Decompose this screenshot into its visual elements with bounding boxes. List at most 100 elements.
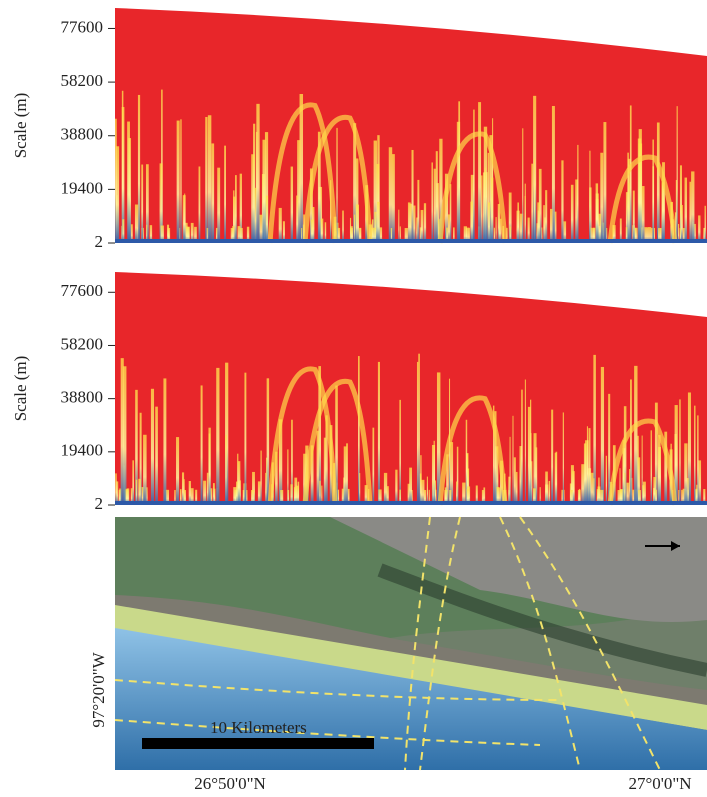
- y-tick-label: 58200: [61, 71, 104, 90]
- ridge: [354, 215, 355, 243]
- ridge: [141, 165, 143, 243]
- ridge: [224, 146, 226, 243]
- ridge: [434, 441, 435, 505]
- ridge: [705, 206, 706, 243]
- ridge: [201, 385, 203, 505]
- y-tick-label: 38800: [61, 125, 104, 144]
- ridge: [630, 379, 632, 505]
- ridge: [372, 428, 374, 505]
- ridge: [679, 399, 680, 505]
- ridge: [448, 214, 450, 243]
- ridge: [481, 175, 482, 243]
- lat-label: 26°50'0"N: [194, 774, 266, 793]
- scalogram-floor: [115, 501, 707, 505]
- ridge: [685, 178, 688, 243]
- ridge: [155, 407, 158, 505]
- y-tick-label: 38800: [61, 388, 104, 407]
- ridge: [399, 400, 401, 505]
- ridge: [418, 354, 420, 505]
- ridge: [555, 453, 557, 505]
- y-tick-label: 2: [95, 232, 104, 251]
- ridge: [115, 473, 117, 505]
- ridge: [545, 190, 547, 243]
- ridge: [238, 461, 241, 505]
- scale-bar-label: 10 Kilometers: [210, 718, 307, 737]
- ridge: [522, 128, 523, 243]
- ridge: [603, 122, 606, 243]
- ridge: [458, 101, 460, 243]
- ridge: [143, 435, 147, 505]
- ridge: [684, 443, 687, 505]
- ridge: [634, 366, 637, 505]
- ridge: [116, 146, 119, 243]
- ridge: [642, 186, 645, 243]
- ridge: [529, 440, 530, 505]
- ridge: [199, 166, 201, 243]
- ridge: [216, 368, 219, 505]
- ridge: [344, 446, 347, 505]
- ridge: [317, 431, 319, 505]
- ridge: [624, 473, 625, 505]
- figure: 10 Kilometers 26°50'0"N 27°0'0"N 97°20'0…: [0, 0, 707, 797]
- ridge: [177, 121, 180, 243]
- y-axis-label: Scale (m): [11, 93, 30, 159]
- ridge: [378, 362, 380, 505]
- ridge: [267, 378, 269, 505]
- ridge: [588, 428, 590, 505]
- ridge: [651, 430, 652, 505]
- y-tick-label: 19400: [61, 178, 104, 197]
- ridge: [517, 202, 519, 243]
- ridge: [698, 215, 700, 243]
- ridge: [677, 106, 678, 243]
- ridge: [176, 437, 179, 505]
- ridge: [491, 178, 493, 243]
- ridge: [689, 182, 691, 243]
- map: 10 Kilometers: [115, 517, 707, 770]
- ridge: [208, 115, 211, 243]
- ridge: [691, 171, 694, 243]
- ridge: [408, 202, 411, 243]
- ridge: [606, 456, 607, 505]
- ridge: [525, 196, 526, 243]
- ridge: [545, 472, 548, 505]
- scale-bar: [142, 738, 374, 749]
- y-axis-label: Scale (m): [11, 356, 30, 422]
- ridge: [413, 206, 415, 243]
- ridge: [630, 105, 632, 243]
- ridge: [225, 435, 226, 505]
- scalogram-floor: [115, 239, 707, 243]
- y-tick-label: 2: [95, 494, 104, 513]
- ridge: [601, 367, 604, 505]
- ridge: [417, 180, 419, 243]
- ridge: [534, 159, 535, 243]
- ridge: [593, 478, 594, 505]
- ridge: [531, 164, 533, 243]
- ridge: [424, 203, 426, 243]
- ridge: [525, 380, 526, 505]
- ridge: [694, 406, 695, 505]
- ridge: [563, 412, 564, 505]
- ridge: [260, 451, 261, 505]
- ridge: [421, 210, 424, 243]
- ridge: [208, 428, 210, 505]
- ridge: [485, 168, 486, 243]
- ridge: [163, 378, 166, 505]
- ridge: [207, 473, 208, 505]
- ridge: [587, 426, 588, 505]
- scalogram: [115, 272, 707, 505]
- ridge: [596, 183, 598, 243]
- ridge: [543, 205, 545, 243]
- scalogram: [115, 8, 707, 243]
- ridge: [279, 208, 282, 243]
- ridge: [266, 196, 268, 243]
- ridge: [412, 150, 414, 243]
- ridge: [516, 472, 518, 505]
- lat-label: 27°0'0"N: [628, 774, 691, 793]
- ridge: [589, 151, 590, 243]
- ridge: [436, 151, 438, 243]
- ridge: [512, 416, 513, 505]
- ridge: [377, 202, 380, 243]
- ridge: [657, 122, 660, 243]
- ridge: [510, 437, 511, 505]
- ridge: [698, 460, 701, 505]
